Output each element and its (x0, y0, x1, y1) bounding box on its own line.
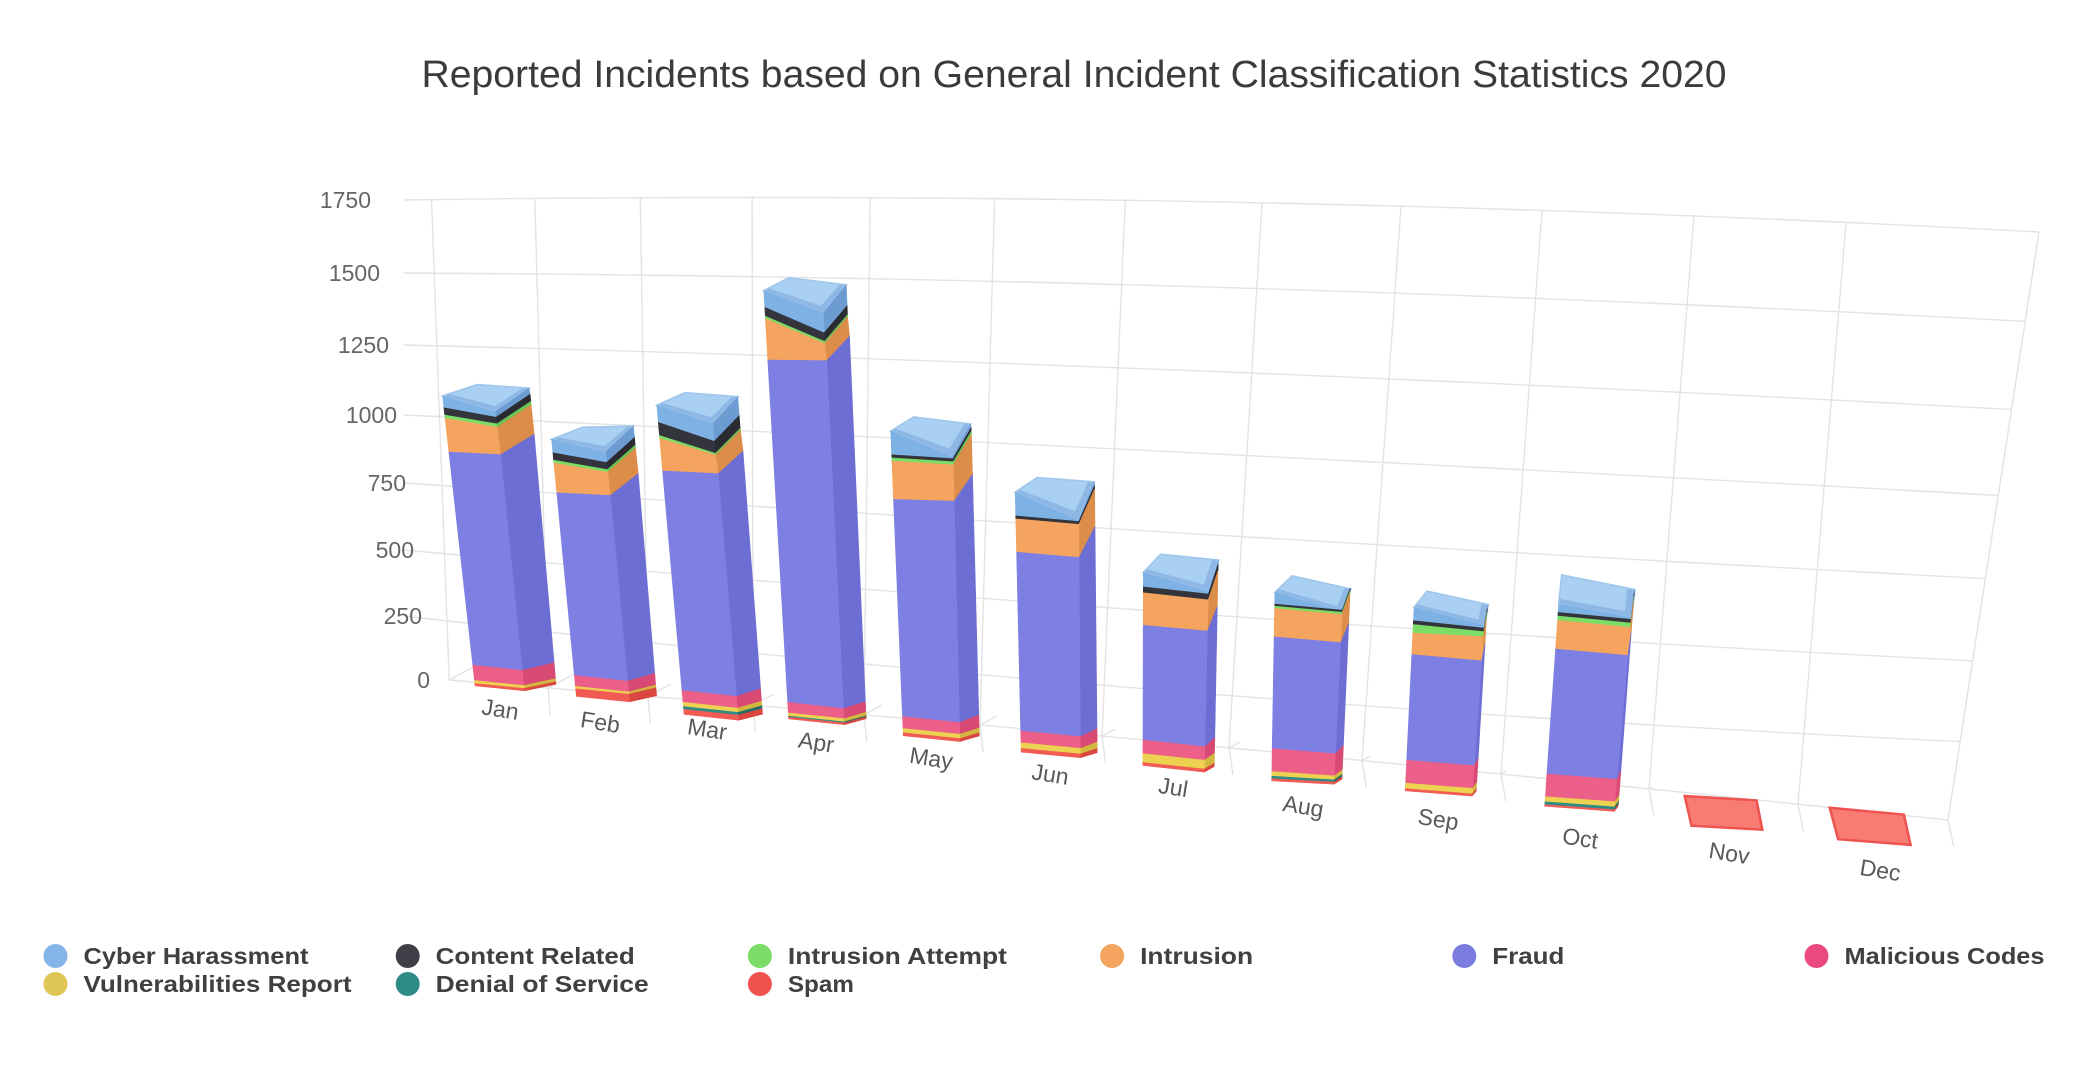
svg-text:Fraud: Fraud (1492, 943, 1564, 969)
svg-text:Intrusion Attempt: Intrusion Attempt (788, 943, 1007, 969)
svg-text:Content Related: Content Related (436, 943, 635, 969)
svg-text:Reported Incidents based on Ge: Reported Incidents based on General Inci… (422, 54, 1727, 96)
svg-text:Sep: Sep (1416, 803, 1461, 835)
svg-text:1000: 1000 (346, 402, 397, 428)
svg-text:1250: 1250 (338, 332, 389, 358)
svg-text:Spam: Spam (788, 971, 854, 997)
svg-text:Jun: Jun (1030, 758, 1071, 789)
svg-text:Jan: Jan (480, 693, 521, 724)
svg-text:Nov: Nov (1707, 837, 1752, 869)
svg-text:Oct: Oct (1561, 822, 1601, 853)
svg-text:250: 250 (384, 603, 422, 629)
svg-text:Jul: Jul (1157, 772, 1190, 802)
svg-text:1750: 1750 (320, 187, 371, 213)
svg-text:Vulnerabilities Report: Vulnerabilities Report (84, 971, 352, 997)
svg-text:Denial of Service: Denial of Service (436, 971, 649, 997)
svg-text:500: 500 (376, 537, 414, 563)
svg-text:Cyber Harassment: Cyber Harassment (84, 943, 309, 969)
svg-text:Intrusion: Intrusion (1140, 943, 1253, 969)
svg-text:Feb: Feb (579, 706, 622, 738)
svg-text:Malicious Codes: Malicious Codes (1845, 943, 2045, 969)
svg-text:Apr: Apr (797, 726, 837, 757)
svg-text:Dec: Dec (1858, 854, 1902, 886)
svg-text:May: May (908, 742, 955, 775)
svg-text:Aug: Aug (1281, 790, 1326, 822)
svg-text:1500: 1500 (329, 260, 380, 286)
svg-text:750: 750 (368, 470, 406, 496)
svg-text:Mar: Mar (686, 713, 730, 745)
svg-text:0: 0 (417, 667, 430, 693)
